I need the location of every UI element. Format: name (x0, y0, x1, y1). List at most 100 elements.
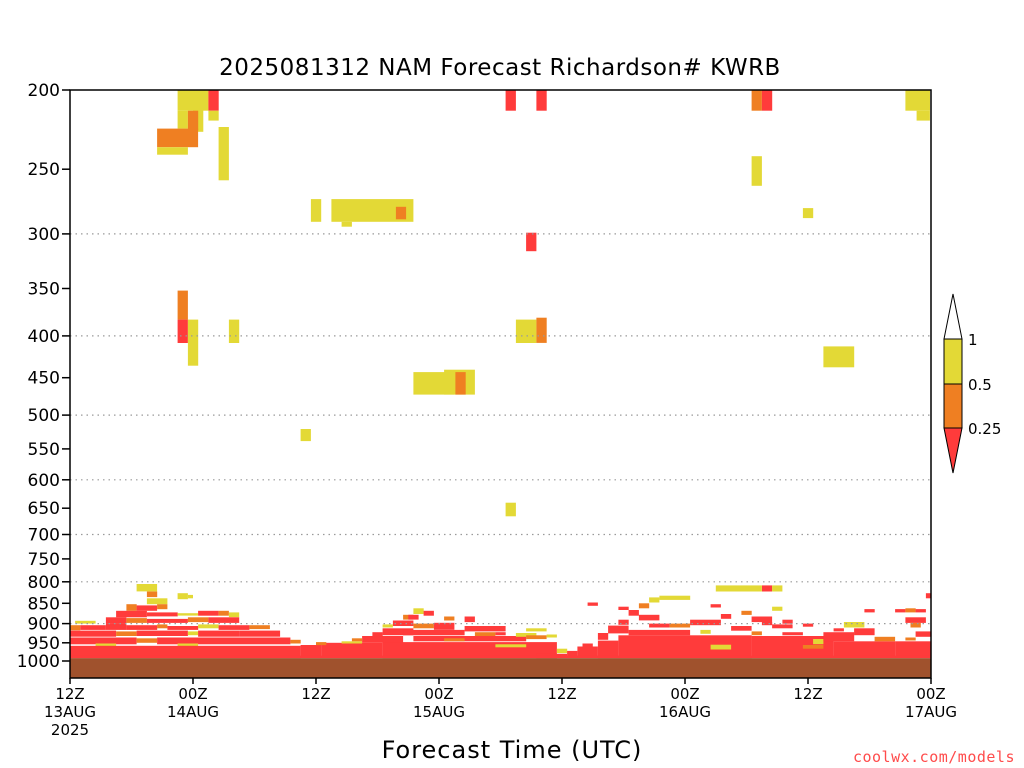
ri-cell (546, 634, 557, 638)
ri-cell (157, 624, 168, 629)
x-tick-label: 00Z (178, 685, 207, 703)
colorbar-label: 0.25 (968, 420, 1001, 438)
ri-cell (802, 645, 824, 649)
ri-cell (751, 156, 762, 186)
x-tick-label: 17AUG (905, 703, 957, 721)
ri-cell (746, 585, 762, 592)
ri-cell (618, 606, 629, 610)
ri-cell (823, 632, 855, 642)
ri-cell (187, 110, 199, 131)
ri-cell (741, 610, 752, 615)
ri-cell (413, 608, 424, 614)
ri-cell (218, 610, 229, 616)
ri-cell (116, 631, 137, 636)
y-tick-label: 300 (28, 225, 60, 245)
ri-cell (700, 629, 711, 634)
ri-cell (649, 597, 660, 603)
ri-cell (157, 604, 168, 610)
ri-cell (290, 639, 301, 644)
ri-cell (905, 90, 930, 111)
ri-cell (198, 624, 219, 629)
ri-cell (905, 608, 916, 613)
ri-cell (208, 617, 240, 623)
ri-cell (915, 609, 926, 613)
ri-cell (761, 622, 773, 626)
y-tick-label: 950 (28, 634, 60, 654)
ri-cell (341, 641, 363, 644)
ri-cell (751, 90, 762, 111)
ri-cell (474, 632, 496, 636)
ri-cell (915, 631, 931, 637)
ri-cell (146, 618, 188, 623)
ri-cell (582, 643, 593, 647)
ri-cell (751, 616, 773, 623)
y-axis: 200 250 300 350 400 450 500 550 600 650 700 750 8008… (17, 81, 70, 672)
ri-cell (638, 603, 650, 609)
y-tick-label: 650 (28, 499, 60, 519)
ri-cell (95, 643, 117, 647)
ri-cell (833, 628, 844, 632)
ri-cell (597, 640, 619, 659)
ri-cell (208, 90, 219, 111)
ri-cell (218, 625, 250, 630)
x-axis-label: Forecast Time (UTC) (382, 736, 643, 764)
ri-cell (136, 630, 188, 636)
ri-cell (905, 637, 916, 641)
ri-cell (75, 620, 96, 624)
x-tick-label: 15AUG (413, 703, 465, 721)
ri-cell (618, 619, 629, 625)
ri-cell (813, 639, 824, 645)
ri-cell (126, 625, 158, 630)
ri-cell (80, 625, 106, 630)
ri-cell (177, 593, 188, 600)
ri-cell (116, 610, 147, 618)
ri-cell (157, 147, 188, 155)
ri-cell (526, 635, 547, 640)
ri-cell (70, 645, 301, 659)
colorbar-bottom-arrow (943, 427, 963, 474)
plot-cells (70, 90, 931, 659)
x-tick-label: 16AUG (659, 703, 711, 721)
ri-cell (382, 628, 414, 636)
ri-cell (310, 199, 322, 222)
ri-cell (228, 319, 240, 343)
ri-cell (70, 630, 117, 637)
ri-cell (495, 632, 506, 636)
x-tick-label: 13AUG (44, 703, 96, 721)
y-tick-label: 850 (28, 594, 60, 614)
ri-cell (146, 598, 168, 605)
ri-cell (177, 90, 209, 111)
ri-cell (157, 128, 199, 148)
y-tick-label: 900 (28, 615, 60, 635)
ri-cell (536, 90, 547, 111)
ri-cell (208, 110, 219, 121)
ri-cell (413, 636, 527, 642)
ri-cell (392, 620, 414, 626)
y-tick-label: 600 (28, 471, 60, 491)
x-tick-label: 00Z (670, 685, 699, 703)
colorbar-label: 0.5 (968, 376, 992, 394)
ri-cell (669, 623, 691, 628)
x-tick-label: 12Z (793, 685, 822, 703)
ri-cell (177, 319, 188, 343)
ri-cell (331, 199, 414, 222)
ri-cell (444, 638, 465, 642)
ri-cell (895, 641, 931, 659)
plot-gridlines (70, 233, 931, 625)
ri-cell (720, 614, 732, 619)
ri-cell (70, 655, 931, 659)
ri-cell (187, 319, 199, 366)
ri-cell (772, 624, 793, 629)
ri-cell (772, 585, 783, 592)
ri-cell (408, 614, 419, 620)
ri-cell (910, 622, 921, 628)
ri-cell (70, 625, 81, 631)
ri-cell (690, 619, 721, 626)
credit-text: coolwx.com/models (853, 748, 1015, 766)
ri-cell (198, 610, 219, 616)
ri-cell (177, 110, 188, 129)
ri-cell (710, 604, 721, 608)
ri-cell (526, 628, 547, 632)
ri-cell (300, 645, 322, 659)
